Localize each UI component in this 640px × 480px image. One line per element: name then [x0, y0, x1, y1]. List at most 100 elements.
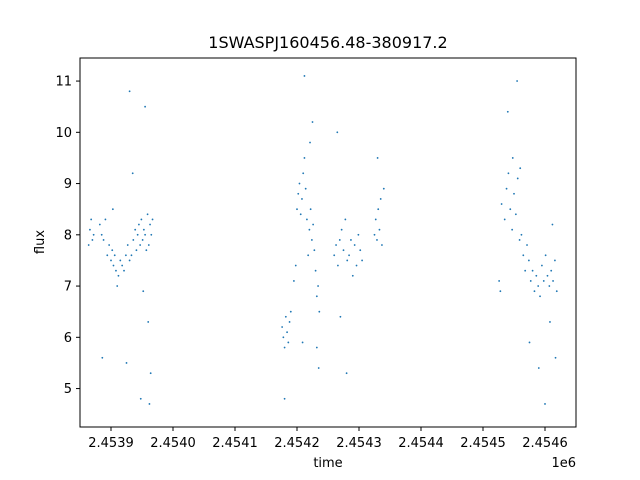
data-point — [378, 228, 381, 231]
data-point — [355, 264, 358, 267]
data-point — [101, 356, 104, 359]
data-point — [111, 208, 114, 211]
data-point — [554, 259, 556, 262]
x-tick-label: 2.4539 — [88, 436, 134, 451]
data-point — [544, 403, 546, 405]
data-point — [506, 110, 509, 113]
data-point — [139, 244, 142, 246]
data-point — [294, 264, 297, 267]
data-point — [131, 172, 134, 175]
data-point — [533, 290, 536, 293]
x-tick-label: 2.4541 — [212, 436, 258, 451]
data-point — [287, 341, 290, 344]
data-point — [357, 233, 360, 236]
data-point — [524, 269, 527, 272]
data-point — [89, 228, 91, 231]
data-point — [344, 218, 347, 221]
data-point — [503, 218, 506, 221]
chart-title: 1SWASPJ160456.48-380917.2 — [208, 33, 447, 52]
data-point — [505, 187, 508, 190]
y-tick-label: 8 — [64, 228, 72, 243]
data-point — [148, 403, 151, 405]
data-point — [528, 341, 531, 344]
data-point — [498, 280, 501, 282]
data-point — [293, 280, 295, 282]
data-point — [307, 254, 310, 257]
data-point — [522, 254, 525, 257]
data-point — [359, 249, 362, 252]
data-point — [317, 285, 319, 287]
data-point — [537, 285, 540, 287]
data-point — [142, 228, 145, 231]
data-point — [298, 182, 301, 185]
x-tick-label: 2.4543 — [336, 436, 382, 451]
data-point — [144, 233, 147, 236]
y-tick-label: 9 — [64, 177, 72, 192]
data-point — [376, 239, 378, 241]
data-point — [281, 326, 284, 328]
data-point — [149, 223, 151, 226]
y-tick-label: 11 — [55, 75, 72, 90]
data-point — [527, 259, 530, 262]
data-point — [552, 280, 554, 282]
data-point — [311, 121, 314, 123]
data-point — [314, 269, 317, 272]
data-point — [514, 213, 517, 216]
x-tick-label: 2.4546 — [522, 436, 568, 451]
x-tick-label: 2.4540 — [150, 436, 196, 451]
data-point — [110, 259, 112, 262]
data-point — [286, 331, 288, 334]
data-point — [551, 223, 554, 226]
data-point — [509, 208, 512, 211]
data-point — [102, 239, 105, 241]
data-point — [374, 218, 377, 221]
data-point — [288, 321, 291, 323]
data-point — [308, 228, 311, 231]
data-point — [117, 274, 120, 277]
data-point — [312, 223, 315, 226]
data-point — [282, 336, 285, 339]
data-point — [377, 208, 380, 211]
data-point — [141, 239, 144, 241]
data-point — [283, 397, 286, 400]
data-point — [124, 254, 127, 257]
data-point — [144, 105, 147, 108]
data-point — [338, 239, 341, 241]
data-point — [299, 213, 302, 216]
data-point — [351, 274, 354, 277]
data-point — [91, 239, 94, 241]
data-point — [350, 239, 352, 241]
data-point — [119, 259, 122, 262]
data-point — [345, 372, 348, 375]
data-point — [555, 290, 558, 293]
data-point — [549, 321, 551, 323]
data-point — [135, 249, 138, 252]
data-point — [136, 233, 139, 236]
data-point — [296, 208, 298, 211]
data-point — [315, 295, 318, 298]
data-point — [283, 346, 286, 349]
x-tick-label: 2.4545 — [460, 436, 506, 451]
data-point — [303, 157, 306, 159]
data-point — [337, 264, 339, 267]
data-point — [123, 269, 125, 272]
data-point — [151, 218, 154, 221]
data-point — [149, 372, 152, 375]
data-point — [513, 192, 515, 195]
x-tick-label: 2.4544 — [398, 436, 444, 451]
data-point — [130, 254, 133, 257]
data-point — [128, 90, 131, 93]
data-point — [507, 172, 510, 175]
data-point — [310, 239, 313, 241]
y-axis-label: flux — [33, 230, 48, 254]
data-point — [140, 218, 143, 221]
data-point — [382, 187, 385, 190]
data-point — [340, 228, 343, 231]
data-point — [132, 239, 135, 241]
data-point — [537, 367, 540, 369]
data-point — [333, 254, 336, 257]
data-point — [353, 244, 356, 246]
data-point — [115, 269, 117, 272]
data-point — [518, 239, 521, 241]
